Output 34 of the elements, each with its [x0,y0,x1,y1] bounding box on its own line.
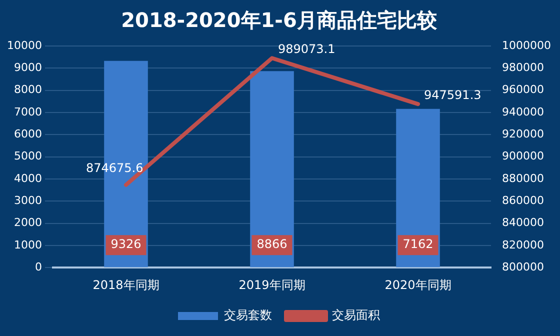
y2-tick-label: 820000 [502,238,544,252]
y-tick-label: 7000 [14,105,42,118]
y-tick-label: 6000 [14,128,42,140]
y2-tick-label: 980000 [502,61,544,74]
data-label: 989073.1 [278,42,336,56]
y-tick-label: 1000 [14,238,42,252]
data-label: 9326 [110,237,142,252]
y-tick-label: 5000 [14,150,42,163]
y-tick-label: 3000 [14,194,42,207]
y-tick-label: 2000 [14,216,42,230]
data-label: 8866 [256,237,288,252]
y2-tick-label: 940000 [502,105,544,118]
x-tick-label: 2019年同期 [238,278,306,292]
y-tick-label: 8000 [14,83,42,96]
y2-tick-label: 860000 [502,194,544,207]
y2-tick-label: 840000 [502,216,544,230]
y2-tick-label: 920000 [502,128,544,140]
x-tick-label: 2018年同期 [92,278,160,292]
y2-tick-label: 900000 [502,150,544,163]
y-tick-label: 9000 [14,61,42,74]
y-tick-label: 10000 [6,38,42,52]
y-tick-label: 4000 [14,172,42,185]
data-label: 947591.3 [424,88,482,102]
data-label: 874675.6 [86,160,144,175]
y2-tick-label: 960000 [502,83,544,96]
y2-tick-label: 1000000 [502,38,552,52]
y-tick-label: 0 [34,260,42,274]
legend-label: 交易面积 [332,308,380,322]
chart-title: 2018-2020年1-6月商品住宅比较 [121,8,438,32]
data-label: 7162 [402,237,434,252]
y2-tick-label: 800000 [502,260,544,274]
x-tick-label: 2020年同期 [384,278,452,292]
y2-tick-label: 880000 [502,172,544,185]
legend-label: 交易套数 [224,308,272,322]
